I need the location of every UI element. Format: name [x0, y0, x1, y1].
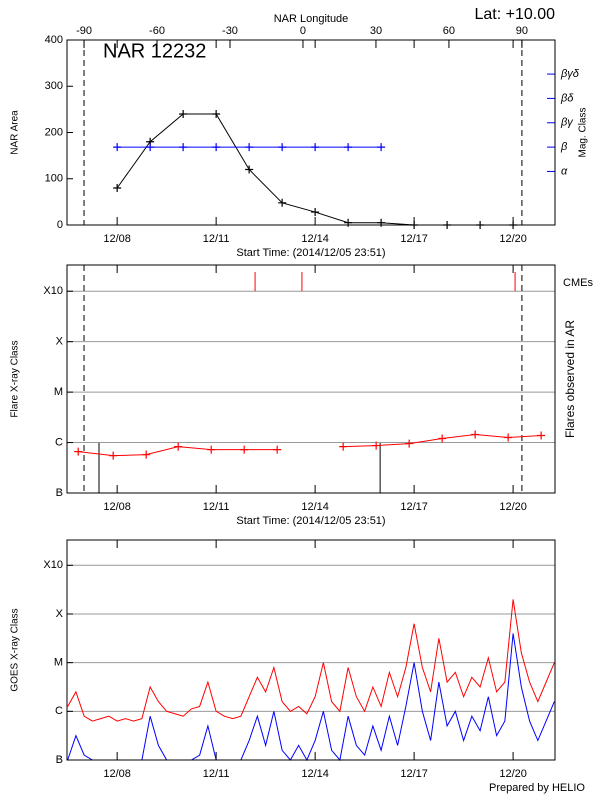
y-tick-label: B [56, 487, 63, 499]
point-marker [245, 165, 254, 174]
x2-tick-label: -90 [76, 25, 92, 37]
y-tick-label: 0 [57, 219, 63, 231]
y-tick-label: 300 [45, 80, 63, 92]
event-label: CMEs [563, 277, 593, 289]
point-marker [113, 184, 122, 192]
y2-tick-label: βγ [560, 117, 574, 129]
x2-tick-label: 60 [443, 25, 455, 37]
point-marker [344, 143, 353, 152]
series-line [78, 433, 542, 457]
y-axis-title: Flare X-ray Class [10, 340, 21, 417]
x-tick-label: 12/11 [203, 768, 230, 780]
y2-tick-label: βγδ [560, 68, 580, 80]
footer: Prepared by HELIO [489, 782, 585, 794]
y-tick-label: X10 [43, 559, 63, 571]
point-marker [212, 110, 221, 118]
y-tick-label: M [54, 386, 63, 398]
y-tick-label: C [55, 436, 63, 448]
plot-frame [66, 264, 556, 494]
point-marker [537, 431, 546, 440]
point-marker [471, 430, 480, 439]
point-marker [74, 447, 83, 456]
y-tick-label: X [56, 608, 64, 620]
x-tick-label: 12/20 [499, 768, 527, 780]
point-marker [212, 143, 221, 152]
x-tick-label: 12/14 [301, 501, 329, 513]
point-marker [174, 442, 183, 451]
point-marker [377, 143, 386, 152]
y-tick-label: M [54, 657, 63, 669]
plot-frame [66, 39, 556, 226]
point-marker [438, 434, 447, 443]
point-marker [278, 143, 287, 152]
y-tick-label: B [56, 754, 63, 766]
point-marker [109, 451, 118, 460]
y-axis-title: GOES X-ray Class [10, 608, 21, 691]
series-line [67, 633, 555, 762]
x-tick-label: 12/11 [203, 501, 230, 513]
y-tick-label: X [56, 336, 64, 348]
point-marker [278, 198, 287, 207]
x2-tick-label: -30 [222, 25, 238, 37]
point-marker [207, 445, 216, 454]
x-tick-label: 12/14 [301, 233, 329, 245]
series-line [67, 599, 555, 722]
point-marker [142, 450, 151, 459]
point-marker [273, 445, 282, 454]
y-tick-label: 100 [45, 173, 63, 185]
x2-tick-label: 30 [370, 25, 382, 37]
x-tick-label: 12/14 [301, 768, 329, 780]
y2-tick-label: β [560, 141, 568, 153]
point-marker [113, 143, 122, 152]
point-marker [146, 143, 155, 152]
y-tick-label: 200 [45, 126, 63, 138]
x-tick-label: 12/17 [400, 768, 428, 780]
x2-tick-label: 90 [516, 25, 528, 37]
annotation: Lat: +10.00 [474, 6, 555, 23]
x-tick-label: 12/08 [103, 768, 131, 780]
x-tick-label: 12/11 [203, 233, 230, 245]
point-marker [179, 110, 188, 118]
plot-frame [66, 539, 556, 761]
y2-tick-label: α [561, 165, 568, 177]
point-marker [311, 208, 320, 217]
x-tick-label: 12/20 [499, 233, 527, 245]
x-tick-label: 12/20 [499, 501, 527, 513]
point-marker [504, 433, 513, 442]
point-marker [372, 441, 381, 450]
y2-axis-title: Mag. Class [578, 107, 589, 157]
x-tick-label: 12/17 [400, 501, 428, 513]
y-tick-label: 400 [45, 34, 63, 46]
x-axis-title: Start Time: (2014/12/05 23:51) [236, 515, 385, 527]
point-marker [240, 445, 249, 454]
point-marker [405, 439, 414, 448]
point-marker [339, 442, 348, 451]
point-marker [311, 143, 320, 152]
point-marker [179, 143, 188, 152]
chart-title: NAR 12232 [103, 40, 206, 62]
x-tick-label: 12/08 [103, 501, 131, 513]
y2-tick-label: βδ [560, 92, 574, 104]
x-tick-label: 12/17 [400, 233, 428, 245]
y2-axis-title: Flares observed in AR [563, 320, 577, 438]
x2-tick-label: 0 [300, 25, 306, 37]
y-tick-label: X10 [43, 285, 63, 297]
y-tick-label: C [55, 705, 63, 717]
x-axis-title: Start Time: (2014/12/05 23:51) [236, 247, 385, 259]
point-marker [245, 143, 254, 152]
y-axis-title: NAR Area [10, 110, 21, 155]
x2-axis-title: NAR Longitude [274, 13, 349, 25]
x-tick-label: 12/08 [103, 233, 131, 245]
x2-tick-label: -60 [149, 25, 165, 37]
